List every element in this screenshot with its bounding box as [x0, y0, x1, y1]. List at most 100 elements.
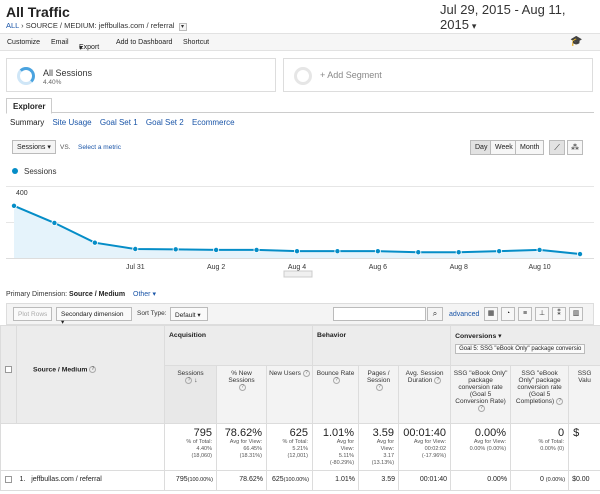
data-point	[496, 248, 503, 255]
other-dimension-link[interactable]: Other ▾	[133, 291, 156, 298]
row-new-users: 625(100.00%)	[265, 470, 314, 491]
col-new-sessions[interactable]: % New Sessions?	[216, 365, 267, 424]
total-bounce-sub3: 5.11%	[338, 453, 355, 459]
subtab-ecommerce[interactable]: Ecommerce	[191, 118, 235, 127]
secondary-dimension-select[interactable]: Secondary dimension ▾	[56, 307, 132, 326]
pivot-view-icon[interactable]: ▥	[569, 307, 583, 321]
total-bounce-rate: 1.01% Avg for View: 5.11% (-80.29%)	[312, 423, 360, 471]
row-pages-session: 3.59	[358, 470, 400, 491]
shortcut-button[interactable]: Shortcut	[183, 39, 210, 46]
graduation-cap-icon[interactable]: 🎓	[570, 36, 583, 47]
total-bounce-sub2: View:	[340, 446, 355, 452]
help-icon[interactable]: ?	[333, 377, 341, 384]
help-icon[interactable]: ?	[434, 377, 442, 384]
subtab-site-usage[interactable]: Site Usage	[52, 118, 92, 127]
chevron-down-icon[interactable]: ▾	[498, 333, 502, 340]
x-tick-label: Aug 6	[369, 264, 387, 271]
total-conversion-rate-value: 0.00%	[474, 427, 507, 439]
total-new-sessions: 78.62% Avg for View: 66.45% (18.31%)	[216, 423, 267, 471]
data-table-view-icon[interactable]: ▦	[484, 307, 498, 321]
table-row[interactable]: 1. jeffbullas.com / referral 795(100.00%…	[0, 470, 600, 491]
total-bounce-sub1: Avg for	[336, 439, 355, 445]
total-sessions-sub3: (18,060)	[191, 453, 213, 459]
day-button[interactable]: Day	[470, 140, 493, 155]
total-duration-sub3: (-17.96%)	[421, 453, 447, 459]
breadcrumb-all-link[interactable]: ALL	[6, 21, 20, 30]
breadcrumb-dropdown-icon[interactable]: ▾	[178, 23, 187, 31]
week-button[interactable]: Week	[490, 140, 518, 155]
add-segment-button[interactable]: + Add Segment	[283, 58, 593, 92]
col-sessions[interactable]: Sessions? ↓	[164, 365, 217, 424]
table-search-input[interactable]	[333, 307, 426, 321]
row-conversion-rate: 0.00%	[450, 470, 512, 491]
source-medium-header[interactable]: Source / Medium?	[16, 325, 165, 424]
report-toolbar: Customize Email Export ▾ Add to Dashboar…	[0, 33, 600, 52]
subtab-goal-set-2[interactable]: Goal Set 2	[145, 118, 184, 127]
col-completions[interactable]: SSG "eBook Only" package conversion rate…	[510, 365, 570, 424]
goal-select[interactable]: Goal 5: SSG "eBook Only" package convers…	[455, 344, 586, 354]
table-controls: Plot Rows Secondary dimension ▾ Sort Typ…	[6, 303, 594, 326]
help-icon[interactable]: ?	[239, 384, 246, 391]
x-tick-label: Aug 10	[528, 264, 550, 271]
col-conversion-rate[interactable]: SSG "eBook Only" package conversion rate…	[450, 365, 512, 424]
total-sessions-sub1: % of Total:	[186, 439, 212, 445]
row-source-link[interactable]: jeffbullas.com / referral	[31, 476, 102, 483]
segment-all-sessions[interactable]: All Sessions 4.40%	[6, 58, 276, 92]
help-icon[interactable]: ?	[185, 377, 193, 384]
total-duration-sub2: 00:02:02	[424, 446, 447, 452]
help-icon[interactable]: ?	[478, 405, 486, 412]
total-conv-sub1: Avg for View:	[473, 439, 507, 445]
primary-dimension-value[interactable]: Source / Medium	[69, 291, 126, 298]
total-value: $	[568, 423, 600, 471]
total-completions: 0% of Total: 0.00% (0)	[510, 423, 570, 471]
data-point	[455, 249, 462, 256]
metric-select[interactable]: Sessions ▾	[12, 140, 56, 154]
total-avg-duration-value: 00:01:40	[403, 427, 447, 439]
comparison-view-icon[interactable]: ⊥	[535, 307, 549, 321]
sort-type-select[interactable]: Default ▾	[170, 307, 208, 321]
legend-label: Sessions	[24, 167, 57, 176]
col-avg-duration[interactable]: Avg. Session Duration?	[398, 365, 452, 424]
col-conversion-rate-label: SSG "eBook Only" package conversion rate…	[453, 370, 508, 405]
advanced-filter-link[interactable]: advanced	[449, 311, 480, 318]
motion-chart-icon[interactable]: ⁂	[567, 140, 583, 155]
col-bounce-rate[interactable]: Bounce Rate?	[312, 365, 360, 424]
col-value[interactable]: SSG Valu	[568, 365, 600, 424]
customize-button[interactable]: Customize	[7, 39, 41, 46]
date-range-label: Jul 29, 2015 - Aug 11, 2015	[440, 2, 566, 32]
term-cloud-view-icon[interactable]: ⁑	[552, 307, 566, 321]
plot-rows-button[interactable]: Plot Rows	[13, 307, 53, 321]
col-pages-session[interactable]: Pages / Session?	[358, 365, 400, 424]
select-metric-link[interactable]: Select a metric	[78, 144, 121, 151]
email-button[interactable]: Email	[51, 39, 69, 46]
behavior-group: Behavior	[312, 325, 452, 366]
help-icon[interactable]: ?	[89, 366, 97, 373]
subtab-goal-set-1[interactable]: Goal Set 1	[99, 118, 138, 127]
select-all-checkbox[interactable]	[5, 366, 12, 373]
chevron-down-icon: ▾	[152, 291, 156, 298]
col-new-users[interactable]: New Users?	[265, 365, 314, 424]
month-button[interactable]: Month	[515, 140, 545, 155]
row-completions-pct: (0.00%)	[545, 477, 566, 483]
row-checkbox[interactable]	[5, 476, 13, 483]
line-chart-icon[interactable]: ⟋	[549, 140, 565, 155]
pie-view-icon[interactable]: ◔	[501, 307, 515, 321]
total-sessions-sub2: 4.40%	[196, 446, 212, 452]
acquisition-group: Acquisition	[163, 325, 314, 366]
date-range-picker[interactable]: Jul 29, 2015 - Aug 11, 2015 ▾	[440, 2, 600, 32]
add-to-dashboard-button[interactable]: Add to Dashboard	[116, 39, 173, 46]
source-medium-label: Source / Medium	[33, 366, 88, 374]
performance-view-icon[interactable]: ≡	[518, 307, 532, 321]
totals-row: 795% of Total: 4.40% (18,060) 78.62% Avg fo…	[0, 423, 600, 471]
help-icon[interactable]: ?	[376, 384, 384, 391]
page-title: All Traffic	[6, 4, 70, 20]
col-bounce-rate-label: Bounce Rate	[316, 370, 355, 377]
data-point	[91, 239, 98, 246]
subtab-summary[interactable]: Summary	[10, 118, 45, 127]
help-icon[interactable]: ?	[302, 370, 310, 377]
help-icon[interactable]: ?	[556, 398, 564, 405]
search-icon[interactable]: ⌕	[427, 307, 443, 321]
col-new-sessions-label: % New Sessions	[228, 370, 255, 384]
tab-explorer[interactable]: Explorer	[6, 98, 53, 114]
chart-resize-handle	[283, 270, 313, 278]
